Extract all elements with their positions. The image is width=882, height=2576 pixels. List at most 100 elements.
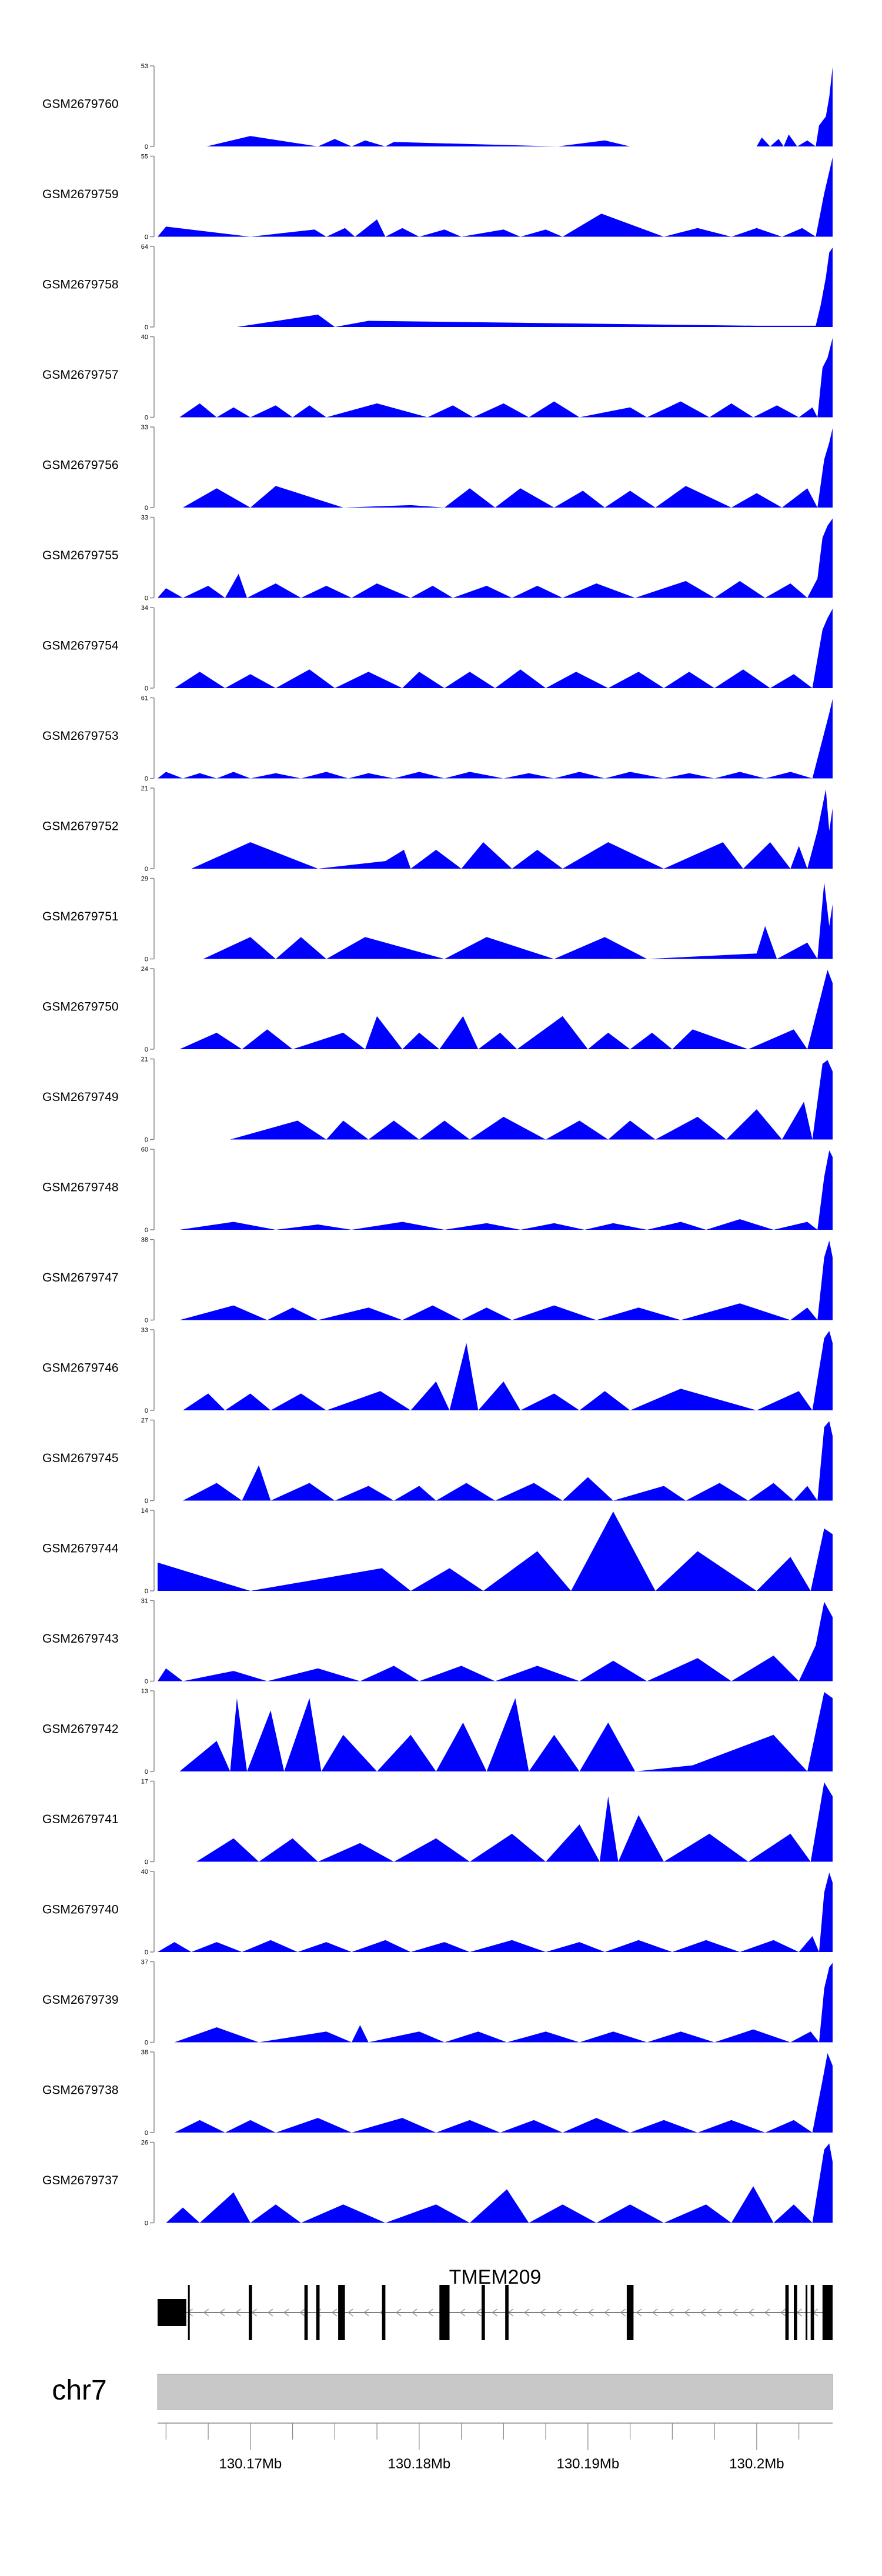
y-min-label: 0 xyxy=(145,1317,148,1324)
strand-arrow xyxy=(652,2308,658,2317)
y-max-label: 14 xyxy=(141,1507,148,1514)
sample-label: GSM2679745 xyxy=(42,1451,119,1465)
gene-track: TMEM209 xyxy=(158,2266,833,2340)
y-min-label: 0 xyxy=(145,1137,148,1144)
track-GSM2679741: GSM2679741 17 0 xyxy=(42,1778,833,1866)
track-GSM2679750: GSM2679750 24 0 xyxy=(42,966,833,1053)
track-GSM2679738: GSM2679738 38 0 xyxy=(42,2049,833,2137)
strand-arrow xyxy=(299,2308,305,2317)
sample-label: GSM2679760 xyxy=(42,97,119,111)
exon xyxy=(822,2285,833,2340)
coverage-area xyxy=(196,1782,833,1862)
track-GSM2679757: GSM2679757 40 0 xyxy=(42,334,833,422)
coverage-area xyxy=(166,2143,833,2223)
y-min-label: 0 xyxy=(145,595,148,602)
y-min-label: 0 xyxy=(145,415,148,422)
track-GSM2679746: GSM2679746 33 0 xyxy=(42,1327,833,1414)
y-min-label: 0 xyxy=(145,1859,148,1866)
exon xyxy=(316,2285,320,2340)
sample-label: GSM2679751 xyxy=(42,910,119,923)
coverage-area xyxy=(179,1150,833,1230)
y-max-label: 53 xyxy=(141,63,148,70)
y-max-label: 33 xyxy=(141,424,148,431)
y-min-label: 0 xyxy=(145,1769,148,1776)
y-max-label: 38 xyxy=(141,1237,148,1244)
coverage-area xyxy=(158,699,833,779)
y-max-label: 21 xyxy=(141,785,148,792)
sample-label: GSM2679740 xyxy=(42,1903,119,1916)
y-max-label: 40 xyxy=(141,1868,148,1876)
gene-name: TMEM209 xyxy=(449,2266,542,2288)
y-min-label: 0 xyxy=(145,866,148,873)
strand-arrow xyxy=(684,2308,690,2317)
track-GSM2679753: GSM2679753 61 0 xyxy=(42,695,833,783)
coverage-area xyxy=(158,1511,833,1591)
exon xyxy=(482,2285,485,2340)
y-min-label: 0 xyxy=(145,2130,148,2137)
y-min-label: 0 xyxy=(145,1227,148,1234)
strand-arrow xyxy=(492,2308,497,2317)
strand-arrow xyxy=(235,2308,241,2317)
sample-label: GSM2679737 xyxy=(42,2174,119,2187)
sample-label: GSM2679754 xyxy=(42,639,119,652)
strand-arrow xyxy=(588,2308,594,2317)
y-max-label: 33 xyxy=(141,515,148,522)
track-GSM2679758: GSM2679758 64 0 xyxy=(42,243,833,331)
coverage-area xyxy=(236,248,833,327)
exon xyxy=(794,2285,797,2340)
y-max-label: 64 xyxy=(141,243,148,251)
coverage-area xyxy=(179,338,833,418)
y-max-label: 60 xyxy=(141,1146,148,1153)
strand-arrow xyxy=(636,2308,642,2317)
coverage-area xyxy=(158,157,833,237)
exon xyxy=(626,2285,634,2340)
strand-arrow xyxy=(620,2308,626,2317)
coverage-area xyxy=(203,882,833,959)
strand-arrow xyxy=(524,2308,530,2317)
sample-label: GSM2679753 xyxy=(42,729,119,743)
y-max-label: 33 xyxy=(141,1327,148,1334)
exon xyxy=(338,2285,345,2340)
sample-label: GSM2679755 xyxy=(42,549,119,562)
strand-arrow xyxy=(748,2308,754,2317)
y-max-label: 40 xyxy=(141,334,148,341)
track-GSM2679751: GSM2679751 29 0 xyxy=(42,876,833,963)
exon xyxy=(810,2285,814,2340)
coverage-area xyxy=(158,1873,833,1952)
exon xyxy=(188,2285,190,2340)
track-GSM2679740: GSM2679740 40 0 xyxy=(42,1868,833,1956)
strand-arrow xyxy=(604,2308,610,2317)
track-GSM2679739: GSM2679739 37 0 xyxy=(42,1959,833,2047)
strand-arrow xyxy=(556,2308,562,2317)
y-max-label: 27 xyxy=(141,1417,148,1424)
y-max-label: 26 xyxy=(141,2140,148,2147)
coverage-area xyxy=(179,970,833,1049)
y-max-label: 29 xyxy=(141,876,148,883)
sample-label: GSM2679748 xyxy=(42,1180,119,1194)
y-min-label: 0 xyxy=(145,776,148,783)
coverage-area xyxy=(174,609,833,688)
track-GSM2679748: GSM2679748 60 0 xyxy=(42,1146,833,1234)
sample-label: GSM2679759 xyxy=(42,188,119,201)
y-max-label: 13 xyxy=(141,1688,148,1695)
strand-arrow xyxy=(700,2308,706,2317)
sample-label: GSM2679757 xyxy=(42,368,119,382)
strand-arrow xyxy=(412,2308,417,2317)
track-GSM2679754: GSM2679754 34 0 xyxy=(42,605,833,692)
coverage-tracks: GSM2679760530GSM2679759550GSM2679758640G… xyxy=(42,63,833,2227)
coverage-area xyxy=(179,1692,833,1771)
exon xyxy=(158,2299,186,2326)
coverage-area xyxy=(179,1240,833,1320)
y-min-label: 0 xyxy=(145,1949,148,1956)
exon xyxy=(249,2285,252,2340)
sample-label: GSM2679756 xyxy=(42,458,119,472)
track-GSM2679744: GSM2679744 14 0 xyxy=(42,1507,833,1595)
exon xyxy=(439,2285,450,2340)
exon xyxy=(806,2285,808,2340)
strand-arrow xyxy=(283,2308,289,2317)
genome-axis: chr7 130.17Mb 130.18Mb 130.19Mb 130.2Mb xyxy=(52,2374,833,2472)
track-GSM2679747: GSM2679747 38 0 xyxy=(42,1237,833,1324)
coverage-area xyxy=(230,1060,833,1140)
strand-arrow xyxy=(460,2308,466,2317)
